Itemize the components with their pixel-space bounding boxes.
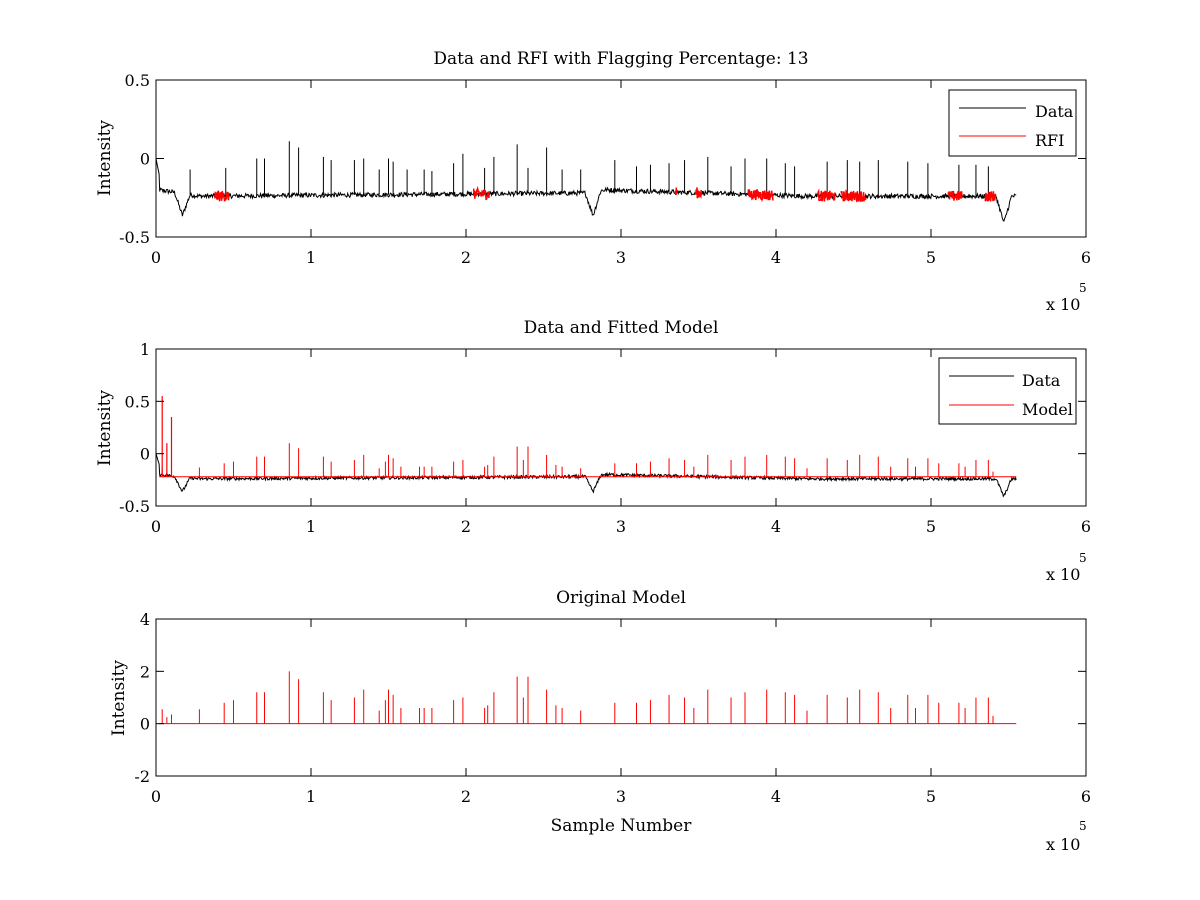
x-tick-label: 3 [616, 248, 626, 267]
rfi-segment [817, 188, 836, 202]
rfi-segment [694, 187, 703, 199]
plot-area [159, 671, 1017, 725]
y-tick-label: 1 [140, 340, 150, 359]
plot-area [155, 396, 1017, 498]
legend-label-data: Data [1022, 371, 1061, 390]
legend: Data Model [938, 357, 1077, 425]
y-axis-label: Intensity [95, 390, 115, 466]
legend: Data RFI [948, 89, 1077, 157]
x-tick-label: 2 [461, 517, 471, 536]
rfi-segment [747, 189, 774, 203]
y-tick-label: 0.5 [125, 392, 150, 411]
panel-title: Original Model [556, 588, 686, 608]
x-tick-label: 6 [1081, 517, 1091, 536]
y-tick-label: 0 [140, 445, 150, 464]
rfi-segment [214, 190, 230, 202]
series-line-data [155, 158, 1017, 222]
axes-frame [155, 79, 1087, 238]
y-tick-label: -2 [134, 767, 150, 786]
plot-area [155, 141, 1017, 222]
x-multiplier-exponent: 5 [1079, 551, 1087, 565]
x-tick-label: 0 [151, 517, 161, 536]
y-tick-label: 0.5 [125, 71, 150, 90]
x-tick-label: 2 [461, 787, 471, 806]
panel-data-rfi: Data and RFI with Flagging Percentage: 1… [95, 49, 1091, 314]
x-multiplier-exponent: 5 [1079, 819, 1087, 833]
y-tick-label: -0.5 [119, 497, 150, 516]
rfi-segment [472, 185, 491, 201]
legend-label-model: Model [1022, 400, 1073, 419]
x-multiplier-label: x 10 [1046, 565, 1080, 584]
x-tick-label: 3 [616, 517, 626, 536]
x-tick-label: 3 [616, 787, 626, 806]
axes-frame [155, 618, 1087, 777]
axis-ticks: 0 1 2 3 4 5 6-0.500.51 [119, 340, 1091, 536]
x-tick-label: 1 [306, 787, 316, 806]
x-tick-label: 6 [1081, 248, 1091, 267]
y-tick-label: 2 [140, 662, 150, 681]
x-tick-label: 0 [151, 248, 161, 267]
series-line-data [155, 453, 1017, 498]
x-axis-label: Sample Number [551, 816, 693, 836]
x-tick-label: 4 [771, 787, 781, 806]
legend-label-rfi: RFI [1035, 131, 1064, 150]
y-tick-label: 4 [140, 610, 150, 629]
x-tick-label: 2 [461, 248, 471, 267]
axes-frame [155, 348, 1087, 507]
rfi-segment [947, 190, 963, 201]
y-axis-label: Intensity [95, 120, 115, 196]
panel-title: Data and Fitted Model [524, 318, 719, 338]
y-tick-label: -0.5 [119, 228, 150, 247]
y-axis-label: Intensity [109, 660, 129, 736]
rfi-segment [840, 189, 867, 203]
x-tick-label: 4 [771, 517, 781, 536]
rfi-segment [674, 187, 678, 196]
x-tick-label: 4 [771, 248, 781, 267]
legend-box [948, 89, 1077, 157]
rfi-segment [984, 191, 997, 202]
x-multiplier-label: x 10 [1046, 835, 1080, 854]
x-tick-label: 1 [306, 248, 316, 267]
x-tick-label: 1 [306, 517, 316, 536]
axis-ticks: 0 1 2 3 4 5 6-0.500.5 [119, 71, 1091, 267]
x-tick-label: 6 [1081, 787, 1091, 806]
y-tick-label: 0 [140, 715, 150, 734]
legend-label-data: Data [1035, 102, 1074, 121]
x-tick-label: 5 [926, 248, 936, 267]
x-multiplier-label: x 10 [1046, 295, 1080, 314]
x-tick-label: 0 [151, 787, 161, 806]
panel-title: Data and RFI with Flagging Percentage: 1… [433, 49, 808, 69]
x-multiplier-exponent: 5 [1079, 281, 1087, 295]
x-tick-label: 5 [926, 517, 936, 536]
x-tick-label: 5 [926, 787, 936, 806]
y-tick-label: 0 [140, 150, 150, 169]
panel-data-model: Data and Fitted Model Intensity 0 1 2 3 4 5 6 -… [95, 318, 1091, 584]
legend-box [938, 357, 1077, 425]
